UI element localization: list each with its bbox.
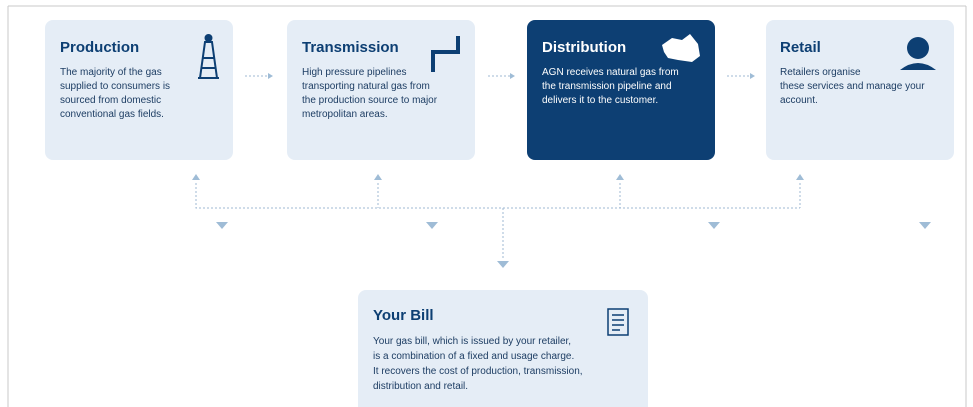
bill-icon	[607, 308, 629, 336]
pipe-icon	[431, 36, 460, 72]
node-text: the production source to major	[302, 95, 438, 106]
node-text: transporting natural gas from	[302, 81, 430, 92]
production-box	[45, 20, 233, 160]
node-text: metropolitan areas.	[302, 109, 388, 120]
bill-box	[358, 290, 648, 407]
transmission-box	[287, 20, 475, 160]
node-text: conventional gas fields.	[60, 109, 164, 120]
node-title: Transmission	[302, 39, 399, 56]
node-text: the transmission pipeline and	[542, 81, 672, 92]
node-text: delivers it to the customer.	[542, 95, 658, 106]
node-text: these services and manage your	[780, 81, 925, 92]
node-text: sourced from domestic	[60, 95, 161, 106]
node-text: The majority of the gas	[60, 67, 162, 78]
retail-box	[766, 20, 954, 160]
connectors	[192, 73, 931, 268]
node-text: Retailers organise	[780, 67, 861, 78]
bill-text: Your gas bill, which is issued by your r…	[373, 336, 571, 347]
node-text: supplied to consumers is	[60, 81, 170, 92]
bill-text: distribution and retail.	[373, 381, 468, 392]
bill-title: Your Bill	[373, 307, 434, 324]
headset-icon	[900, 37, 936, 70]
node-title: Retail	[780, 39, 821, 56]
node-text: account.	[780, 95, 818, 106]
node-title: Distribution	[542, 39, 626, 56]
australia-icon	[662, 34, 700, 62]
node-title: Production	[60, 39, 139, 56]
bill-text: It recovers the cost of production, tran…	[373, 366, 583, 377]
rig-icon	[198, 34, 219, 79]
node-text: AGN receives natural gas from	[542, 67, 679, 78]
node-text: High pressure pipelines	[302, 67, 407, 78]
bill-text: is a combination of a fixed and usage ch…	[373, 351, 574, 362]
